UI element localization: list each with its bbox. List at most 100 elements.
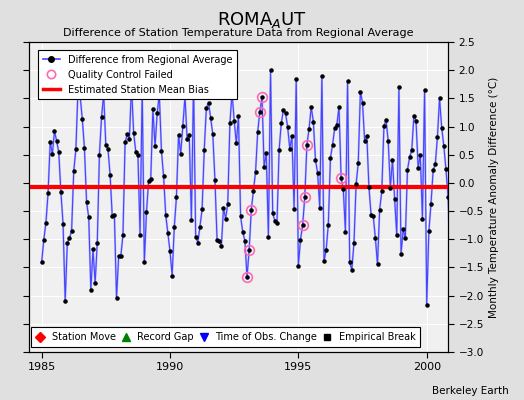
Point [320,258,328,264]
Point [420,87,429,93]
Point [134,152,142,158]
Point [252,168,260,175]
Point [127,82,136,89]
Point [286,146,294,152]
Point [435,95,444,101]
Point [74,85,82,91]
Point [138,84,146,90]
Point [44,190,52,196]
Point [268,210,277,216]
Point [166,248,174,254]
Point [433,134,442,140]
Point [86,287,95,293]
Point [224,200,232,207]
Point [222,215,230,222]
Point [444,194,452,200]
Point [427,201,435,207]
Point [125,136,134,142]
Point [153,110,161,117]
Point [408,147,416,154]
Title: Difference of Station Temperature Data from Regional Average: Difference of Station Temperature Data f… [63,28,413,38]
Point [84,214,93,220]
Point [386,185,395,191]
Point [279,107,288,113]
Point [356,88,365,95]
Point [418,215,427,222]
Point [313,170,322,176]
Point [143,209,151,216]
Point [194,239,202,246]
Point [388,156,397,163]
Point [431,161,440,168]
Point [91,280,100,286]
Point [288,133,296,140]
Point [350,240,358,246]
Point [311,157,320,163]
Point [440,143,448,149]
Point [102,142,110,148]
Point [299,222,307,228]
Point [119,232,127,238]
Text: Berkeley Earth: Berkeley Earth [432,386,508,396]
Point [283,124,292,130]
Point [256,108,264,115]
Point [339,186,347,192]
Point [305,126,313,132]
Y-axis label: Monthly Temperature Anomaly Difference (°C): Monthly Temperature Anomaly Difference (… [489,76,499,318]
Point [384,138,392,144]
Point [200,147,209,153]
Point [72,146,80,153]
Point [361,138,369,145]
Point [132,148,140,155]
Point [442,166,450,173]
Point [147,175,155,182]
Point [315,205,324,211]
Point [155,91,163,97]
Point [243,274,251,280]
Point [266,67,275,73]
Point [206,115,215,121]
Point [367,212,375,218]
Point [341,228,350,235]
Point [294,262,302,269]
Point [373,261,381,268]
Point [354,160,363,166]
Point [68,228,76,234]
Point [198,206,206,212]
Point [247,206,256,213]
Point [114,253,123,259]
Point [145,177,153,184]
Point [264,234,272,240]
Point [290,206,298,212]
Point [358,100,367,106]
Point [220,205,228,212]
Text: ROMA$_A$UT: ROMA$_A$UT [217,10,307,30]
Point [211,176,219,183]
Point [52,138,61,144]
Point [363,133,371,139]
Point [335,104,343,110]
Point [57,189,65,196]
Point [163,230,172,236]
Point [161,212,170,218]
Point [37,259,46,266]
Point [117,253,125,259]
Point [392,232,401,238]
Point [236,213,245,220]
Point [406,154,414,160]
Point [108,213,116,220]
Point [270,218,279,224]
Point [416,152,424,158]
Point [275,147,283,153]
Point [414,164,422,171]
Point [104,146,112,152]
Point [189,78,198,85]
Point [174,132,183,138]
Point [412,117,420,124]
Point [324,222,333,228]
Point [95,152,104,158]
Point [66,235,74,242]
Point [217,243,225,250]
Point [168,272,177,279]
Point [82,199,91,206]
